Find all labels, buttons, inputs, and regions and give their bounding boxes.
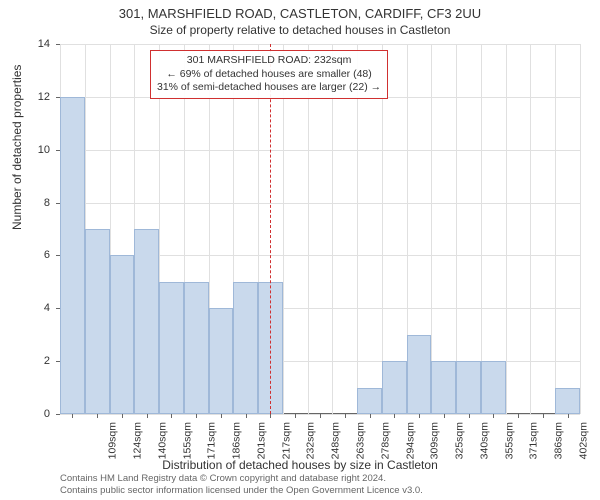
histogram-bar [110,255,135,414]
histogram-bar [233,282,258,414]
x-tick [419,414,420,418]
gridline-v [283,44,284,414]
histogram-bar [456,361,481,414]
x-tick-label: 171sqm [206,422,218,459]
x-tick [72,414,73,418]
x-tick-label: 232sqm [305,422,317,459]
y-tick-label: 8 [0,197,50,209]
x-tick [543,414,544,418]
gridline-v [506,44,507,414]
x-tick-label: 371sqm [528,422,540,459]
x-tick [196,414,197,418]
annotation-line2: ← 69% of detached houses are smaller (48… [157,68,381,82]
gridline-v [332,44,333,414]
x-tick-label: 325sqm [453,422,465,459]
histogram-bar [134,229,159,414]
annotation-box: 301 MARSHFIELD ROAD: 232sqm← 69% of deta… [150,50,388,99]
histogram-bar [159,282,184,414]
histogram-bar [481,361,506,414]
x-tick-label: 217sqm [280,422,292,459]
x-tick-label: 109sqm [107,422,119,459]
x-tick-label: 278sqm [379,422,391,459]
gridline-v [481,44,482,414]
gridline-v [357,44,358,414]
x-tick [122,414,123,418]
y-tick-label: 14 [0,38,50,50]
gridline-h [60,44,580,45]
gridline-v [431,44,432,414]
y-tick-label: 4 [0,302,50,314]
x-tick-label: 186sqm [231,422,243,459]
property-marker-line [270,44,271,414]
x-tick-label: 294sqm [404,422,416,459]
histogram-bar [555,388,580,414]
x-tick [97,414,98,418]
gridline-v [555,44,556,414]
x-tick [444,414,445,418]
x-tick-label: 386sqm [552,422,564,459]
x-tick [518,414,519,418]
histogram-bar [85,229,110,414]
annotation-line1: 301 MARSHFIELD ROAD: 232sqm [157,54,381,68]
x-tick-label: 340sqm [478,422,490,459]
histogram-bar [407,335,432,414]
x-tick [246,414,247,418]
x-tick-label: 402sqm [577,422,589,459]
histogram-bar [431,361,456,414]
y-tick-label: 2 [0,355,50,367]
x-tick [171,414,172,418]
gridline-v [580,44,581,414]
x-tick [370,414,371,418]
histogram-bar [60,97,85,414]
x-tick-label: 201sqm [255,422,267,459]
x-tick [295,414,296,418]
x-axis-label: Distribution of detached houses by size … [0,458,600,472]
x-tick-label: 124sqm [132,422,144,459]
chart-container: 301, MARSHFIELD ROAD, CASTLETON, CARDIFF… [0,0,600,500]
y-tick-label: 12 [0,91,50,103]
chart-plot-area: 301 MARSHFIELD ROAD: 232sqm← 69% of deta… [60,44,580,414]
x-tick-label: 140sqm [156,422,168,459]
x-tick-label: 155sqm [181,422,193,459]
footer-line2: Contains public sector information licen… [60,485,423,497]
x-tick [270,414,271,418]
x-tick [493,414,494,418]
y-tick-label: 10 [0,144,50,156]
x-tick [147,414,148,418]
histogram-bar [184,282,209,414]
footer-line1: Contains HM Land Registry data © Crown c… [60,473,423,485]
x-tick-label: 248sqm [330,422,342,459]
x-tick [568,414,569,418]
gridline-v [382,44,383,414]
gridline-v [308,44,309,414]
y-tick [56,414,60,415]
histogram-bar [357,388,382,414]
footer-attribution: Contains HM Land Registry data © Crown c… [60,473,423,497]
x-tick [394,414,395,418]
annotation-line3: 31% of semi-detached houses are larger (… [157,81,381,95]
x-tick [469,414,470,418]
x-tick [345,414,346,418]
gridline-h [60,150,580,151]
y-tick-label: 6 [0,249,50,261]
title-sub: Size of property relative to detached ho… [0,21,600,37]
plot: 301 MARSHFIELD ROAD: 232sqm← 69% of deta… [60,44,580,414]
x-tick [320,414,321,418]
x-tick-label: 309sqm [429,422,441,459]
histogram-bar [382,361,407,414]
histogram-bar [209,308,234,414]
title-main: 301, MARSHFIELD ROAD, CASTLETON, CARDIFF… [0,0,600,21]
gridline-v [456,44,457,414]
gridline-h [60,203,580,204]
x-tick-label: 263sqm [354,422,366,459]
x-tick [221,414,222,418]
x-tick-label: 355sqm [503,422,515,459]
y-tick-label: 0 [0,408,50,420]
gridline-v [530,44,531,414]
